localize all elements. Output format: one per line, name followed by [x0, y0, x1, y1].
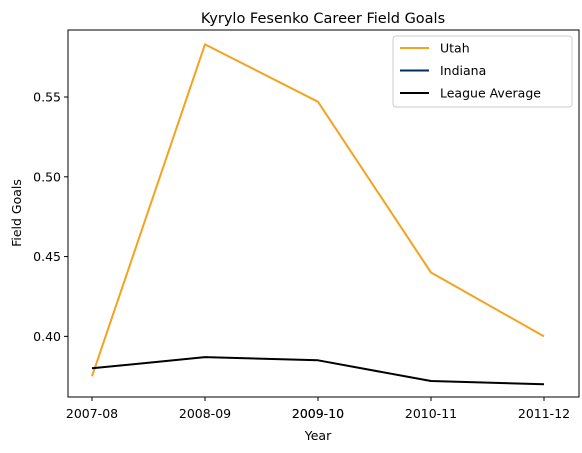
- x-tick-label: 2011-12: [518, 406, 570, 421]
- y-axis: 0.40 0.45 0.50 0.55: [33, 90, 68, 344]
- chart-title: Kyrylo Fesenko Career Field Goals: [201, 11, 445, 27]
- x-tick-label: 2010-11: [405, 406, 457, 421]
- y-axis-label: Field Goals: [9, 179, 24, 247]
- x-tick-label: 2009-10: [292, 406, 344, 421]
- legend-label: Indiana: [440, 63, 486, 78]
- y-tick-label: 0.45: [33, 249, 61, 264]
- x-tick-label: 2007-08: [66, 406, 118, 421]
- series-line-league-average: [91, 356, 545, 386]
- y-tick-label: 0.50: [33, 169, 61, 184]
- legend-box: [392, 35, 573, 108]
- y-tick-label: 0.40: [33, 329, 61, 344]
- legend: Utah Indiana League Average: [392, 35, 573, 108]
- x-tick-label: 2008-09: [179, 406, 231, 421]
- y-tick-label: 0.55: [33, 90, 61, 105]
- plot-frame: [67, 29, 580, 398]
- series-layer: [91, 43, 545, 386]
- legend-label: League Average: [440, 86, 541, 101]
- x-tick-label: 2009-10: [292, 406, 344, 421]
- x-axis-label: Year: [304, 428, 332, 443]
- series-line-utah: [91, 43, 545, 377]
- legend-label: Utah: [440, 41, 470, 56]
